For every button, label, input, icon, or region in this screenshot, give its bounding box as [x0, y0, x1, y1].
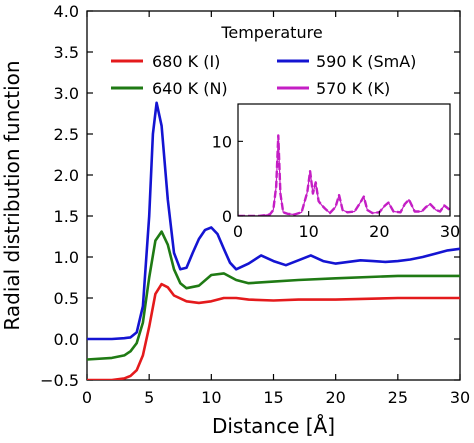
y-tick-label: 0.5 [54, 289, 79, 308]
inset-x-tick-label: 30 [440, 222, 460, 241]
x-tick-label: 25 [388, 388, 408, 407]
legend: Temperature 680 K (I) 640 K (N) 590 K (S… [111, 23, 416, 98]
y-tick-label: 4.0 [54, 2, 79, 21]
inset-x-tick-label: 10 [298, 222, 318, 241]
main-series [87, 101, 460, 380]
inset-plot-background [238, 104, 450, 216]
y-tick-label: −0.5 [40, 371, 79, 390]
legend-entry-570k: 570 K (K) [277, 79, 390, 98]
legend-entry-590k: 590 K (SmA) [277, 52, 416, 71]
inset-series [238, 134, 450, 216]
y-tick-label: 1.0 [54, 248, 79, 267]
y-tick-label: 3.0 [54, 84, 79, 103]
legend-entry-680k: 680 K (I) [111, 52, 220, 71]
x-tick-label: 30 [450, 388, 470, 407]
legend-label-640k: 640 K (N) [152, 79, 228, 98]
y-tick-label: 2.0 [54, 166, 79, 185]
x-tick-label: 5 [144, 388, 154, 407]
y-axis-label: Radial distribution function [0, 60, 24, 330]
legend-label-680k: 680 K (I) [152, 52, 220, 71]
x-axis-label: Distance [Å] [212, 414, 335, 438]
y-tick-label: 3.5 [54, 43, 79, 62]
series-line-590-k-sma [87, 101, 460, 341]
y-tick-label: 2.5 [54, 125, 79, 144]
inset-ticks: 0 10 20 30 0 10 [212, 132, 461, 241]
inset-plot-frame [237, 103, 451, 217]
main-ticks: 0 5 10 15 20 25 30 −0.5 0.0 0.5 1.0 1.5 2.0 2.5 3.0 3.5… [40, 2, 470, 407]
inset-x-tick-label: 20 [369, 222, 389, 241]
series-line-640-k-n [87, 230, 460, 361]
inset-x-tick-label: 0 [233, 222, 243, 241]
series-line-680-k-i [87, 282, 460, 380]
y-tick-label: 1.5 [54, 207, 79, 226]
y-tick-label: 0.0 [54, 330, 79, 349]
x-tick-label: 15 [263, 388, 283, 407]
legend-label-590k: 590 K (SmA) [316, 52, 416, 71]
x-tick-label: 0 [82, 388, 92, 407]
legend-title: Temperature [220, 23, 322, 42]
inset-series-line-solid-570-k-k [238, 134, 450, 216]
inset-y-tick-label: 10 [212, 132, 232, 151]
x-tick-label: 20 [325, 388, 345, 407]
inset-y-tick-label: 0 [222, 207, 232, 226]
legend-label-570k: 570 K (K) [316, 79, 390, 98]
x-tick-label: 10 [201, 388, 221, 407]
legend-entry-640k: 640 K (N) [111, 79, 228, 98]
